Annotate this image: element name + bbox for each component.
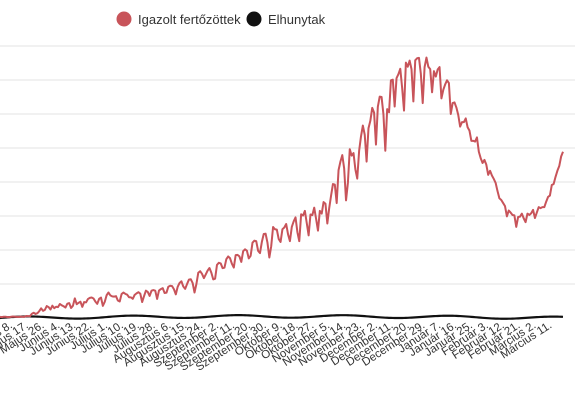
series-line-elhunytak (0, 314, 564, 320)
legend-item-elhunytak[interactable]: Elhunytak (246, 11, 326, 28)
legend-label-elhunytak: Elhunytak (268, 12, 326, 27)
legend-marker-elhunytak (246, 11, 262, 27)
series-line-igazolt (0, 56, 564, 319)
legend-item-igazolt[interactable]: Igazolt fertőzöttek (116, 11, 242, 28)
legend-label-igazolt: Igazolt fertőzöttek (138, 12, 241, 27)
gridlines (0, 45, 575, 285)
legend-marker-igazolt (116, 11, 132, 27)
x-axis-tick-labels: Május 8.Május 17.Május 26.Június 4.Júniu… (0, 319, 554, 373)
series-layer (0, 56, 564, 320)
chart-legend: Igazolt fertőzöttek Elhunytak (116, 11, 326, 28)
